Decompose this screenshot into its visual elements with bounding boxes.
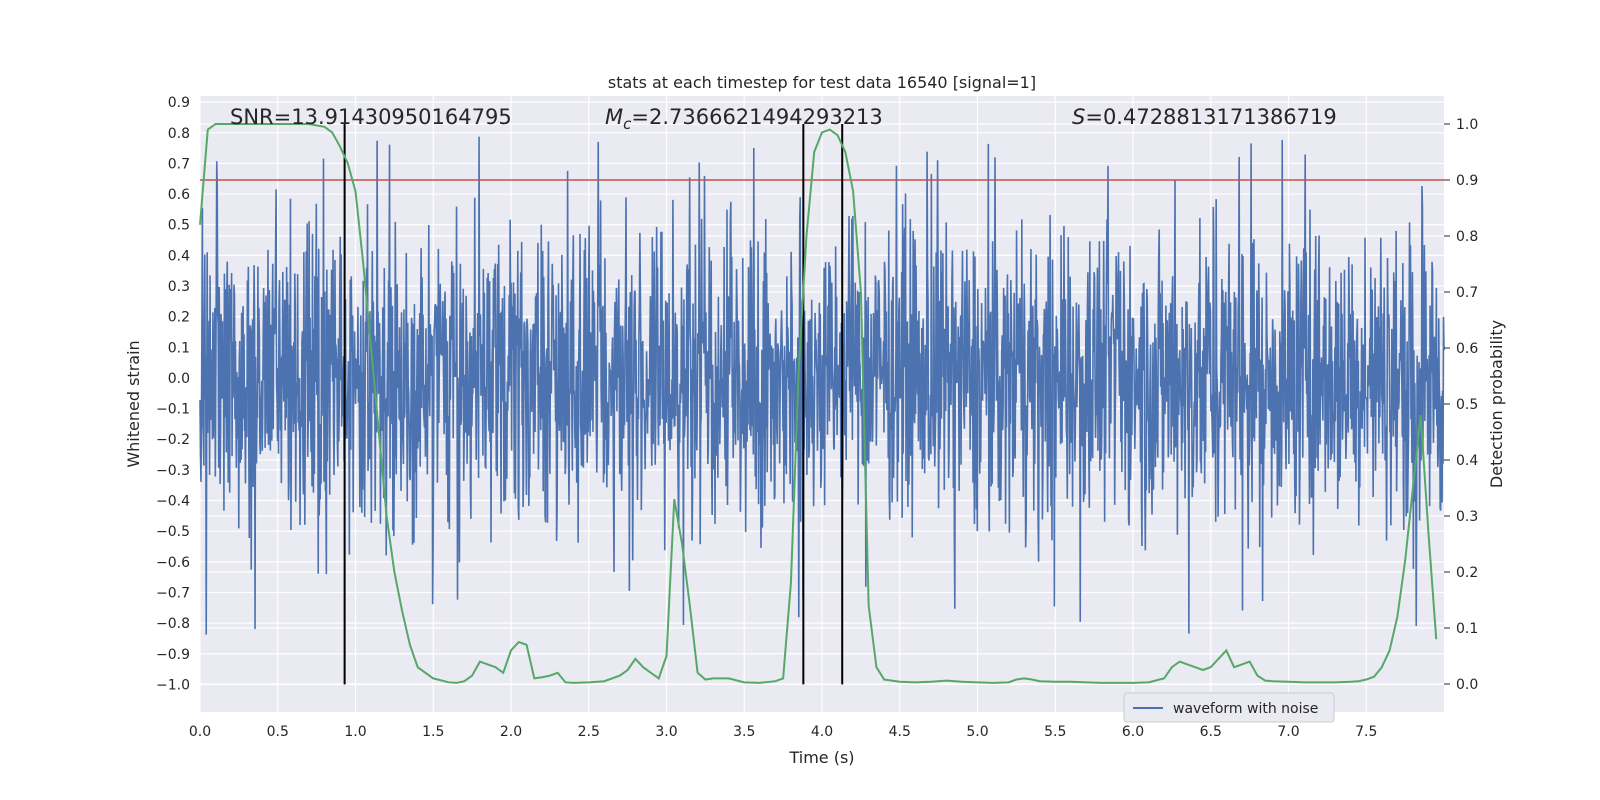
x-tick-label: 7.0 bbox=[1277, 724, 1299, 740]
y-tick-label: −0.3 bbox=[156, 463, 190, 479]
annotations: SNR=13.91430950164795 Mc=2.7366621494293… bbox=[230, 105, 1337, 133]
snr-annotation: SNR=13.91430950164795 bbox=[230, 105, 512, 129]
x-tick-label: 0.0 bbox=[189, 724, 211, 740]
y-tick-label: 0.3 bbox=[168, 279, 190, 295]
y-axis-label: Whitened strain bbox=[124, 340, 143, 467]
vertical-markers bbox=[343, 124, 844, 685]
y2-tick-label: 0.5 bbox=[1456, 397, 1478, 413]
y2-tick-label: 0.4 bbox=[1456, 453, 1478, 469]
legend-box bbox=[1123, 692, 1335, 723]
y-tick-label: −0.1 bbox=[156, 402, 190, 418]
s-symbol: S bbox=[1072, 105, 1085, 129]
x-axis-label: Time (s) bbox=[788, 748, 854, 767]
y2-tick-label: 0.2 bbox=[1456, 565, 1478, 581]
y2-axis-label: Detection probability bbox=[1487, 320, 1506, 488]
mc-annotation: Mc=2.7366621494293213 bbox=[605, 105, 883, 133]
x-tick-label: 4.5 bbox=[889, 724, 911, 740]
y-tick-label: −1.0 bbox=[156, 677, 190, 693]
x-tick-label: 5.0 bbox=[966, 724, 988, 740]
x-tick-label: 3.0 bbox=[655, 724, 677, 740]
y-tick-label: −0.7 bbox=[156, 585, 190, 601]
x-tick-label: 3.5 bbox=[733, 724, 755, 740]
x-tick-label: 2.5 bbox=[578, 724, 600, 740]
y2-tick-label: 0.8 bbox=[1456, 229, 1478, 245]
mc-subscript: c bbox=[623, 115, 632, 133]
x-tick-label: 5.5 bbox=[1044, 724, 1066, 740]
y-tick-label: 0.9 bbox=[168, 95, 190, 111]
legend-label: waveform with noise bbox=[1173, 701, 1318, 717]
y-tick-label: 0.4 bbox=[168, 248, 190, 264]
waveform-series bbox=[199, 136, 1445, 635]
y-tick-label: 0.6 bbox=[168, 187, 190, 203]
y2-tick-labels: 1.0 0.9 0.8 0.7 0.6 0.5 0.4 0.3 0.2 0.1 0.0 bbox=[1444, 117, 1478, 693]
x-tick-label: 1.0 bbox=[344, 724, 366, 740]
detection-probability-line bbox=[199, 123, 1438, 684]
y-tick-label: 0.1 bbox=[168, 340, 190, 356]
y2-tick-label: 1.0 bbox=[1456, 117, 1478, 133]
x-tick-label: 2.0 bbox=[500, 724, 522, 740]
x-tick-labels: 0.0 0.5 1.0 1.5 2.0 2.5 3.0 3.5 4.0 4.5 5.0 5.5 6.0 6… bbox=[189, 724, 1378, 740]
x-tick-label: 7.5 bbox=[1355, 724, 1377, 740]
x-tick-label: 6.0 bbox=[1122, 724, 1144, 740]
detection-probability-series bbox=[199, 123, 1438, 684]
y-tick-label: −0.6 bbox=[156, 555, 190, 571]
x-tick-label: 4.0 bbox=[811, 724, 833, 740]
y2-tick-label: 0.1 bbox=[1456, 621, 1478, 637]
y2-tick-label: 0.6 bbox=[1456, 341, 1478, 357]
y-tick-label: −0.5 bbox=[156, 524, 190, 540]
s-value: =0.4728813171386719 bbox=[1085, 105, 1336, 129]
y2-tick-label: 0.7 bbox=[1456, 285, 1478, 301]
y-tick-label: −0.4 bbox=[156, 494, 190, 510]
legend: waveform with noise bbox=[1123, 692, 1335, 723]
y-tick-label: 0.2 bbox=[168, 310, 190, 326]
mc-symbol: M bbox=[605, 105, 623, 129]
y-tick-label: −0.2 bbox=[156, 432, 190, 448]
chart-title: stats at each timestep for test data 165… bbox=[608, 73, 1036, 92]
y-tick-label: 0.8 bbox=[168, 126, 190, 142]
y2-tick-label: 0.0 bbox=[1456, 677, 1478, 693]
y-tick-label: −0.9 bbox=[156, 647, 190, 663]
mc-value: =2.7366621494293213 bbox=[631, 105, 882, 129]
x-tick-label: 0.5 bbox=[267, 724, 289, 740]
waveform-line bbox=[199, 136, 1445, 635]
y2-tick-label: 0.3 bbox=[1456, 509, 1478, 525]
x-tick-label: 6.5 bbox=[1200, 724, 1222, 740]
y-tick-label: 0.0 bbox=[168, 371, 190, 387]
x-tick-label: 1.5 bbox=[422, 724, 444, 740]
s-annotation: S=0.4728813171386719 bbox=[1072, 105, 1337, 129]
y-tick-labels: 0.9 0.8 0.7 0.6 0.5 0.4 0.3 0.2 0.1 0.0 −0.1 −0.2 −0… bbox=[156, 95, 190, 693]
y-tick-label: −0.8 bbox=[156, 616, 190, 632]
y2-tick-label: 0.9 bbox=[1456, 173, 1478, 189]
y-tick-label: 0.5 bbox=[168, 218, 190, 234]
y-tick-label: 0.7 bbox=[168, 156, 190, 172]
